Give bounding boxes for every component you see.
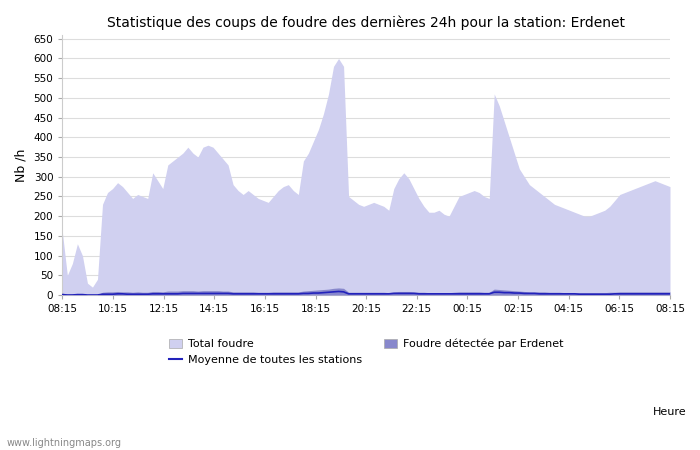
Text: www.lightningmaps.org: www.lightningmaps.org bbox=[7, 438, 122, 448]
Title: Statistique des coups de foudre des dernières 24h pour la station: Erdenet: Statistique des coups de foudre des dern… bbox=[107, 15, 625, 30]
Legend: Total foudre, Moyenne de toutes les stations, Foudre détectée par Erdenet: Total foudre, Moyenne de toutes les stat… bbox=[164, 334, 568, 370]
Y-axis label: Nb /h: Nb /h bbox=[15, 148, 28, 182]
Text: Heure: Heure bbox=[652, 407, 686, 417]
